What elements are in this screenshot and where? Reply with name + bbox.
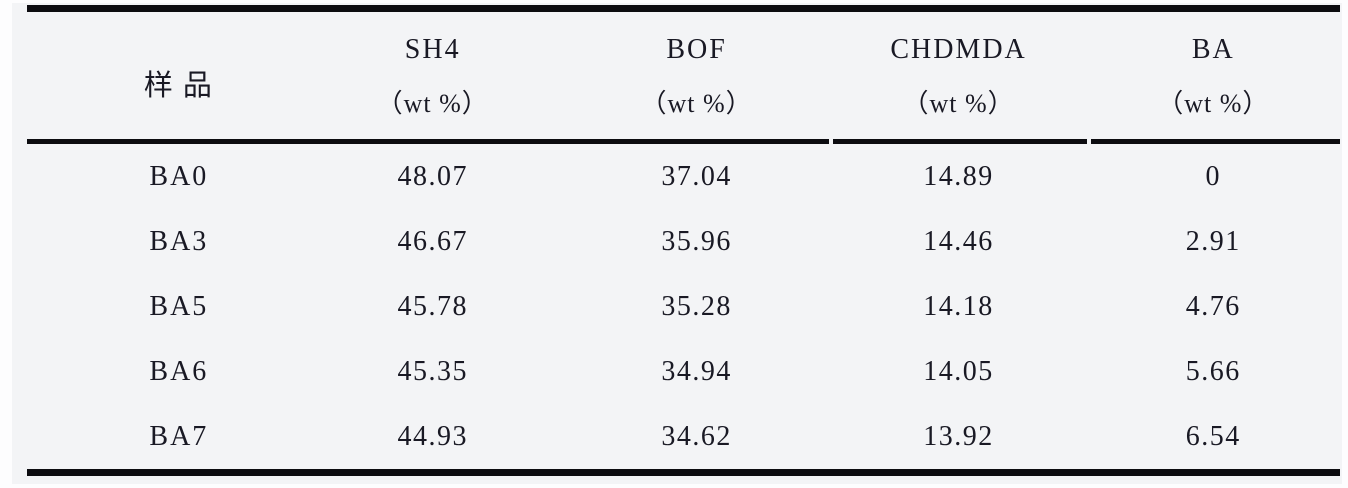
value-cell: 46.67 bbox=[397, 225, 468, 257]
table-row: BA0 48.07 37.04 14.89 0 bbox=[27, 142, 1340, 210]
column-unit-sh4: （wt %） bbox=[376, 88, 489, 118]
table-row: BA6 45.35 34.94 14.05 5.66 bbox=[27, 339, 1340, 404]
value-cell: 35.28 bbox=[661, 290, 732, 322]
column-header-chdmda: CHDMDA （wt %） bbox=[830, 8, 1087, 144]
column-header-ba: BA （wt %） bbox=[1086, 8, 1340, 144]
column-unit-chdmda: （wt %） bbox=[902, 88, 1015, 118]
value-cell: 6.54 bbox=[1185, 420, 1241, 452]
header-row: 样品 SH4 （wt %） BOF （wt %） bbox=[27, 8, 1340, 144]
value-cell: 48.07 bbox=[397, 160, 468, 192]
value-cell: 14.46 bbox=[923, 225, 994, 257]
value-cell: 2.91 bbox=[1185, 225, 1241, 257]
table-row: BA5 45.78 35.28 14.18 4.76 bbox=[27, 274, 1340, 339]
value-cell: 45.78 bbox=[397, 290, 468, 322]
composition-table: 样品 SH4 （wt %） BOF （wt %） bbox=[27, 5, 1340, 476]
value-cell: 13.92 bbox=[923, 420, 994, 452]
column-header-sh4: SH4 （wt %） bbox=[302, 8, 563, 144]
sample-cell: BA5 bbox=[149, 290, 209, 322]
value-cell: 14.05 bbox=[923, 355, 994, 387]
sample-column-label: 样品 bbox=[143, 69, 222, 102]
column-label-bof: BOF bbox=[666, 33, 727, 65]
separator-gap bbox=[1086, 137, 1091, 146]
value-cell: 44.93 bbox=[397, 420, 468, 452]
value-cell: 34.94 bbox=[661, 355, 732, 387]
table-body: BA0 48.07 37.04 14.89 0 BA3 46.67 35.96 … bbox=[27, 142, 1340, 473]
composition-table-wrap: 样品 SH4 （wt %） BOF （wt %） bbox=[27, 5, 1340, 476]
sample-cell: BA0 bbox=[149, 160, 209, 192]
separator-gap bbox=[829, 137, 834, 146]
value-cell: 45.35 bbox=[397, 355, 468, 387]
column-label-ba: BA bbox=[1191, 33, 1235, 65]
column-header-sample: 样品 bbox=[27, 8, 303, 144]
column-header-bof: BOF （wt %） bbox=[562, 8, 831, 144]
value-cell: 0 bbox=[1205, 160, 1222, 192]
value-cell: 37.04 bbox=[661, 160, 732, 192]
table-header: 样品 SH4 （wt %） BOF （wt %） bbox=[27, 8, 1340, 144]
table-row: BA7 44.93 34.62 13.92 6.54 bbox=[27, 404, 1340, 473]
value-cell: 14.18 bbox=[923, 290, 994, 322]
sample-cell: BA6 bbox=[149, 355, 209, 387]
sample-cell: BA3 bbox=[149, 225, 209, 257]
value-cell: 35.96 bbox=[661, 225, 732, 257]
value-cell: 34.62 bbox=[661, 420, 732, 452]
value-cell: 4.76 bbox=[1185, 290, 1241, 322]
sample-cell: BA7 bbox=[149, 420, 209, 452]
column-label-sh4: SH4 bbox=[404, 33, 461, 65]
value-cell: 5.66 bbox=[1185, 355, 1241, 387]
column-label-chdmda: CHDMDA bbox=[890, 33, 1027, 65]
paper-background: 样品 SH4 （wt %） BOF （wt %） bbox=[12, 3, 1342, 484]
column-unit-ba: （wt %） bbox=[1157, 88, 1270, 118]
column-unit-bof: （wt %） bbox=[640, 88, 753, 118]
value-cell: 14.89 bbox=[923, 160, 994, 192]
table-row: BA3 46.67 35.96 14.46 2.91 bbox=[27, 209, 1340, 274]
